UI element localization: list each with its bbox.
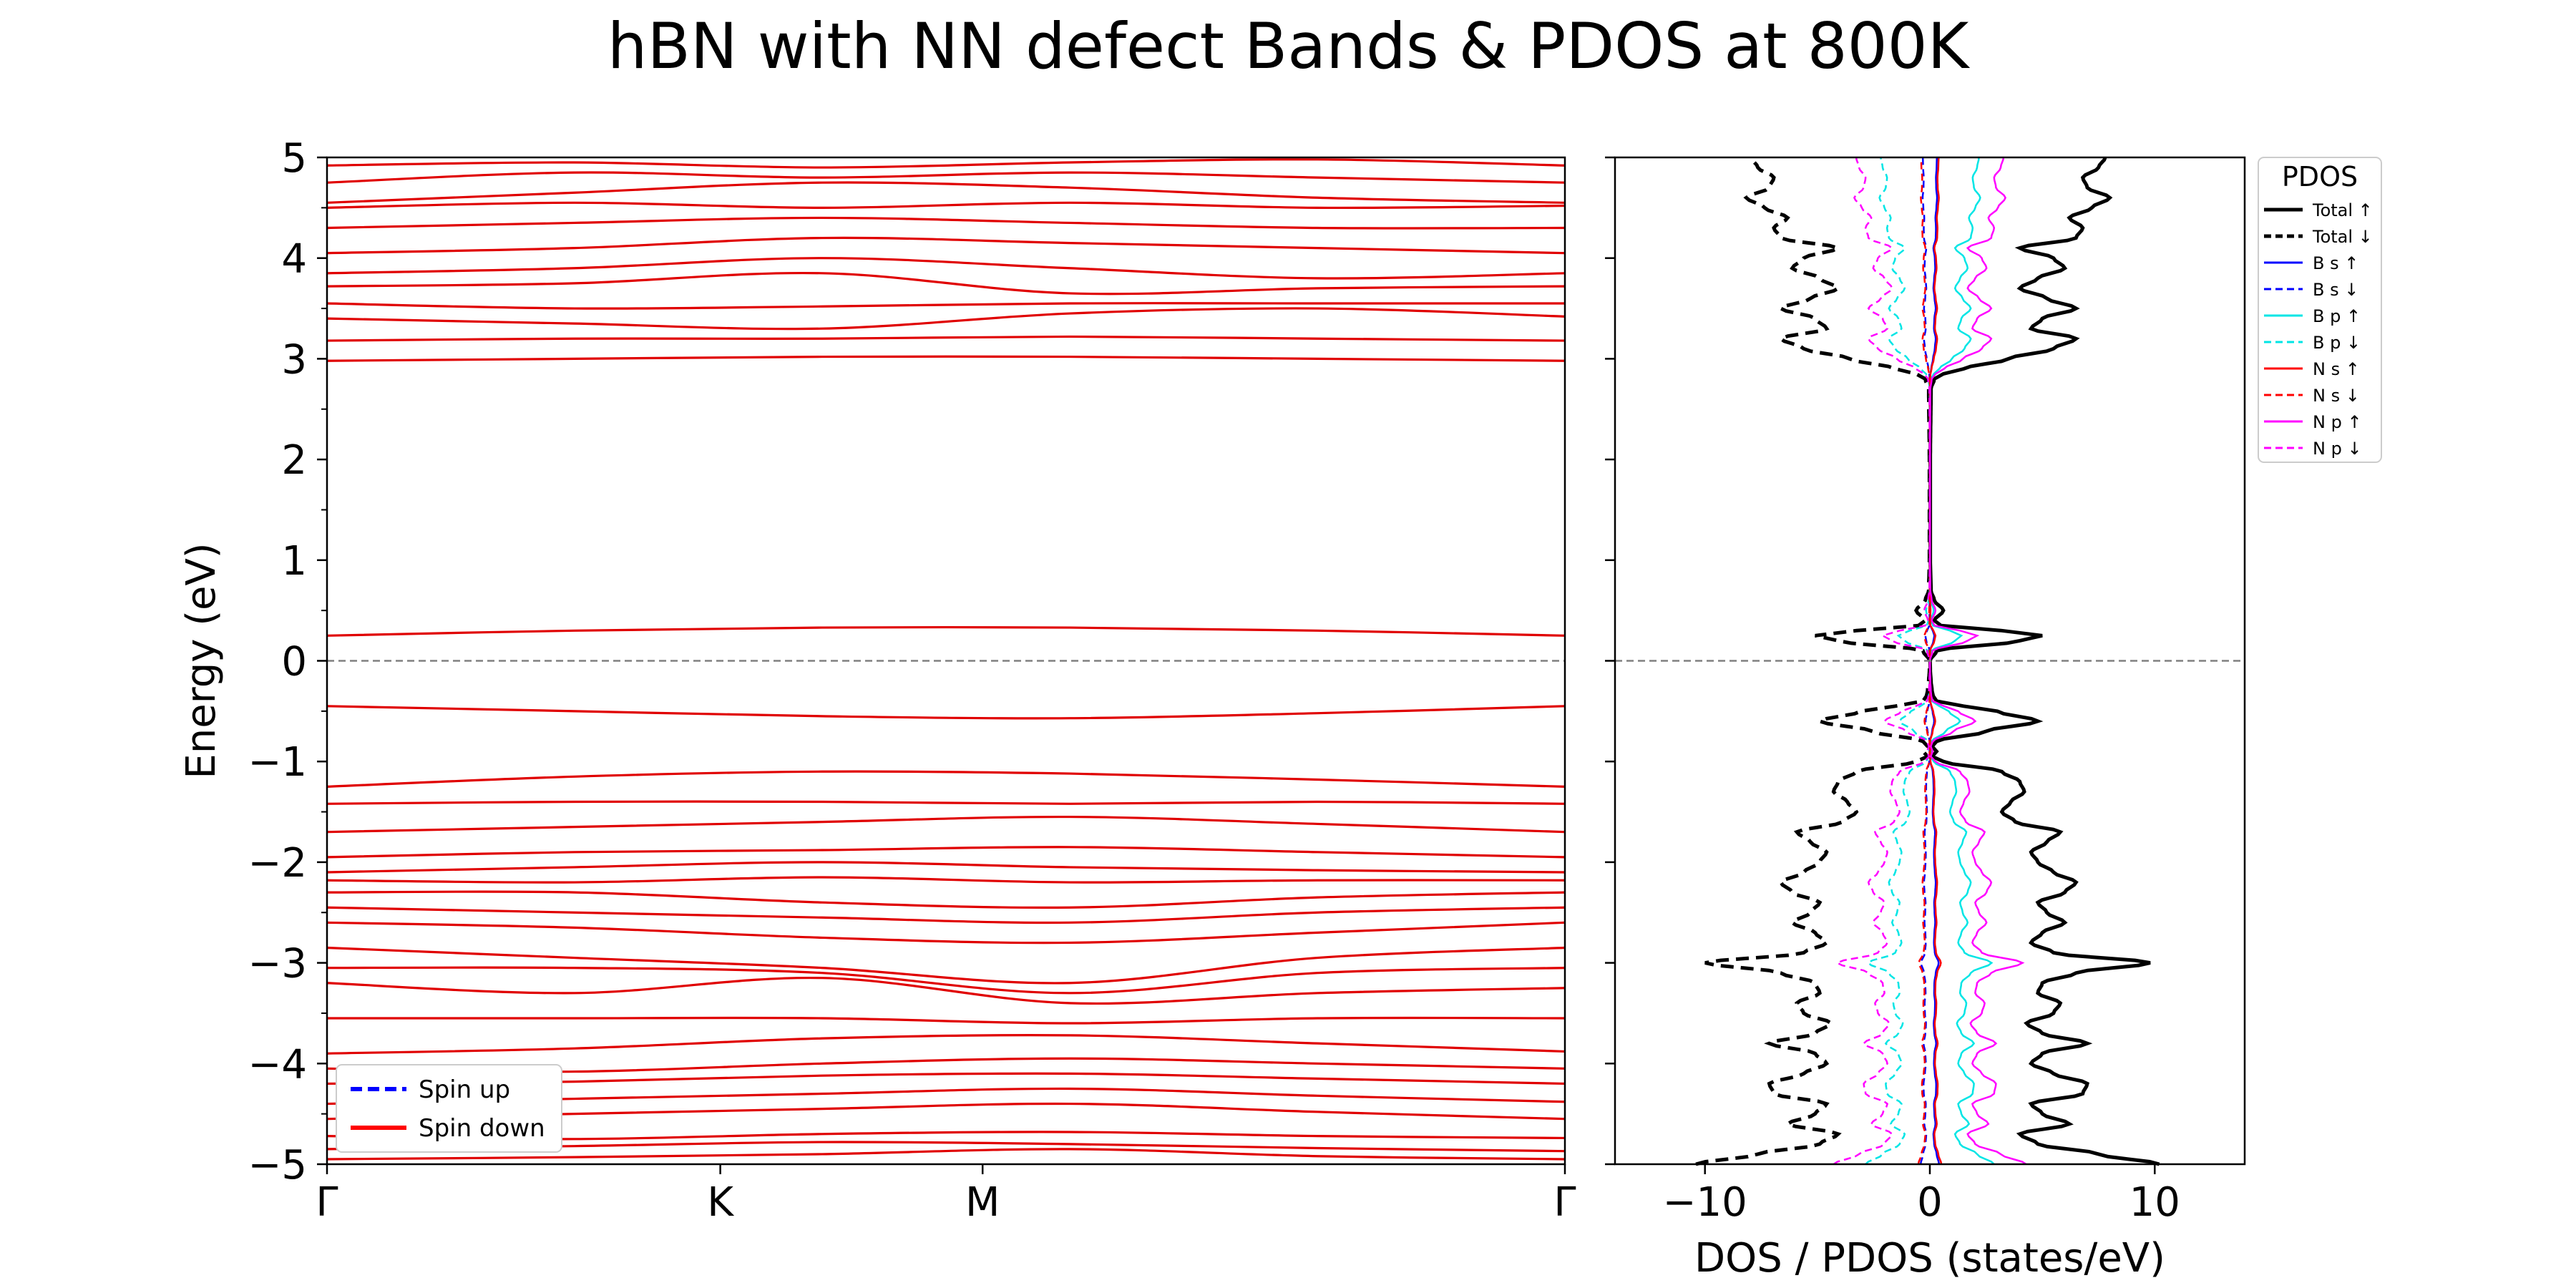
dos-x-axis-label: DOS / PDOS (states/eV) [1694,1235,2165,1282]
dos-axes: −10 0 10 [1605,156,2180,1226]
y-tick-label: 0 [281,639,307,686]
band-line-17 [326,846,1566,859]
band-line-14 [326,890,1566,909]
dos-x-tick-label: 0 [1917,1179,1943,1226]
band-line-30 [326,216,1566,230]
band-structure-panel: −5 −4 −3 −2 −1 0 1 2 3 4 5 Γ K M Γ Energy (eV) Spin u… [178,135,1576,1226]
band-line-31 [326,201,1566,210]
pdos-legend-label-5: B p ↓ [2313,333,2361,353]
pdos-legend-label-8: N p ↑ [2313,412,2362,432]
band-line-21 [326,705,1566,720]
band-line-34 [326,158,1566,169]
dos-x-tick-label: 10 [2129,1179,2180,1226]
band-line-18 [326,815,1566,834]
band-line-25 [326,307,1566,331]
y-tick-label: −4 [248,1041,307,1088]
band-line-0 [326,1148,1566,1161]
spin-up-legend-label: Spin up [419,1075,510,1104]
pdos-curve-9 [1833,157,1931,1166]
pdos-legend-label-3: B s ↓ [2313,280,2358,300]
pdos-legend-label-0: Total ↑ [2312,200,2373,220]
y-tick-label: −3 [248,941,307,987]
y-tick-label: 2 [281,437,307,484]
pdos-legend-items: Total ↑ Total ↓ B s ↑ B s ↓ B p ↑ B p ↓ N s ↑ N… [2264,200,2373,459]
band-line-12 [326,921,1566,945]
band-line-29 [326,236,1566,255]
band-line-26 [326,302,1565,310]
pdos-legend-label-9: N p ↓ [2313,439,2362,459]
band-line-15 [326,876,1566,884]
band-line-19 [326,800,1566,805]
band-line-20 [326,770,1566,788]
k-tick-label: Γ [1553,1179,1576,1226]
pdos-legend-label-6: N s ↑ [2313,359,2360,379]
band-line-13 [326,906,1566,924]
band-line-11 [326,946,1566,985]
dos-x-tick-label: −10 [1663,1179,1747,1226]
pdos-legend-label-7: N s ↓ [2313,386,2360,406]
pdos-legend-label-1: Total ↓ [2312,227,2373,247]
band-line-32 [326,181,1566,204]
pdos-legend-title: PDOS [2282,161,2358,192]
band-line-24 [326,335,1566,342]
pdos-legend-label-2: B s ↑ [2313,253,2358,273]
y-tick-label: 3 [281,336,307,383]
y-tick-label: 4 [281,236,307,283]
k-tick-label: K [707,1179,734,1226]
band-legend-box [336,1064,562,1153]
band-line-23 [326,355,1566,362]
figure-title: hBN with NN defect Bands & PDOS at 800K [608,9,1971,83]
band-line-10 [326,966,1566,995]
band-line-33 [326,171,1566,184]
pdos-panel: −10 0 10 DOS / PDOS (states/eV) PDOS Total… [1605,156,2382,1282]
band-y-axis: −5 −4 −3 −2 −1 0 1 2 3 4 5 [248,135,327,1189]
k-tick-label: Γ [316,1179,338,1226]
pdos-legend-label-4: B p ↑ [2313,306,2361,326]
band-legend: Spin up Spin down [336,1064,562,1153]
band-line-27 [326,271,1566,296]
pdos-legend-box [2258,157,2382,463]
band-y-axis-label: Energy (eV) [178,542,225,779]
band-line-8 [327,1016,1566,1025]
k-tick-label: M [965,1179,1000,1226]
pdos-curve-7 [1917,157,1931,1165]
band-line-7 [326,1033,1566,1055]
pdos-legend: PDOS Total ↑ Total ↓ B s ↑ B s ↓ B p ↑ B p ↓ N… [2258,157,2382,463]
band-line-28 [326,257,1566,280]
band-line-22 [326,625,1566,637]
y-tick-label: −5 [248,1142,307,1189]
spin-down-legend-label: Spin down [419,1114,545,1143]
band-line-9 [326,976,1566,1005]
y-tick-label: 5 [281,135,307,182]
band-line-16 [326,861,1566,874]
y-tick-label: 1 [281,538,307,585]
y-tick-label: −2 [248,840,307,887]
y-tick-label: −1 [248,739,307,786]
